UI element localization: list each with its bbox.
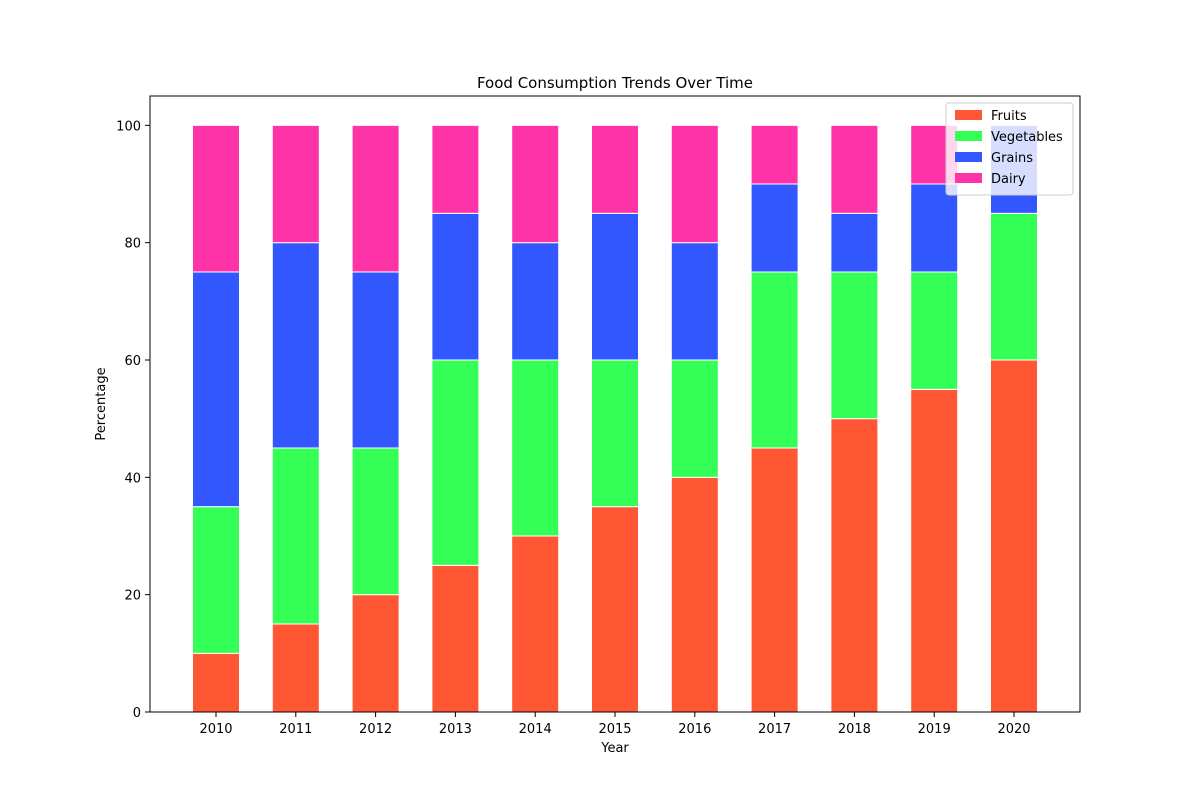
bar-vegetables-2012: [351, 447, 400, 596]
bar-dairy-2013: [431, 124, 480, 214]
bar-fruits-2019: [910, 388, 959, 713]
bar-vegetables-2014: [511, 359, 560, 537]
x-tick-label: 2013: [439, 722, 472, 737]
bar-grains-2017: [750, 183, 799, 273]
y-tick-label: 0: [133, 706, 141, 721]
legend-label-dairy: Dairy: [991, 172, 1026, 187]
x-tick-label: 2018: [838, 722, 871, 737]
bar-dairy-2017: [750, 124, 799, 185]
y-tick-label: 20: [124, 589, 141, 604]
y-axis-label: Percentage: [94, 367, 109, 440]
bar-dairy-2011: [271, 124, 320, 244]
x-axis-label: Year: [600, 741, 629, 756]
bar-fruits-2020: [990, 359, 1038, 713]
bar-dairy-2014: [511, 124, 560, 244]
x-tick-label: 2014: [519, 722, 552, 737]
chart-title: Food Consumption Trends Over Time: [477, 74, 753, 92]
bar-fruits-2014: [511, 535, 560, 713]
x-tick-label: 2017: [758, 722, 791, 737]
bar-fruits-2012: [351, 594, 400, 713]
x-tick-label: 2016: [678, 722, 711, 737]
legend-label-grains: Grains: [991, 151, 1033, 166]
bar-vegetables-2017: [750, 271, 799, 449]
bar-grains-2011: [271, 242, 320, 449]
bar-vegetables-2015: [591, 359, 639, 508]
y-tick-label: 100: [116, 119, 141, 134]
x-tick-label: 2011: [279, 722, 312, 737]
x-tick-label: 2015: [598, 722, 631, 737]
y-tick-label: 60: [124, 354, 141, 369]
bar-fruits-2010: [192, 652, 240, 713]
bar-dairy-2018: [830, 124, 879, 214]
bar-vegetables-2018: [830, 271, 879, 420]
bar-fruits-2013: [431, 564, 480, 713]
bar-grains-2013: [431, 212, 480, 361]
bar-vegetables-2019: [910, 271, 959, 390]
bar-vegetables-2016: [670, 359, 719, 478]
bar-grains-2019: [910, 183, 959, 273]
x-tick-label: 2010: [199, 722, 232, 737]
x-tick-label: 2020: [997, 722, 1030, 737]
y-tick-label: 40: [124, 471, 141, 486]
bar-grains-2016: [670, 242, 719, 361]
bar-dairy-2016: [670, 124, 719, 244]
bars-layer: [192, 124, 1038, 713]
y-tick-label: 80: [124, 237, 141, 252]
bar-grains-2018: [830, 212, 879, 273]
bar-fruits-2018: [830, 418, 879, 713]
bar-vegetables-2010: [192, 506, 240, 654]
bar-vegetables-2020: [990, 212, 1038, 361]
bar-fruits-2016: [670, 476, 719, 713]
bar-grains-2012: [351, 271, 400, 449]
legend-swatch-grains: [955, 152, 982, 162]
legend-label-fruits: Fruits: [991, 109, 1027, 124]
x-tick-label: 2012: [359, 722, 392, 737]
bar-vegetables-2013: [431, 359, 480, 566]
bar-fruits-2015: [591, 506, 639, 713]
legend-swatch-dairy: [955, 173, 982, 183]
legend-swatch-vegetables: [955, 131, 982, 141]
legend-items: Fruits Vegetables Grains Dairy: [955, 109, 1063, 187]
y-axis: 0 20 40 60 80 100: [116, 119, 150, 721]
bar-grains-2010: [192, 271, 240, 508]
bar-vegetables-2011: [271, 447, 320, 625]
bar-dairy-2010: [192, 124, 240, 273]
bar-grains-2014: [511, 242, 560, 361]
x-tick-label: 2019: [918, 722, 951, 737]
bar-dairy-2015: [591, 124, 639, 214]
legend-box: [945, 102, 1074, 196]
bar-fruits-2011: [271, 623, 320, 713]
bar-grains-2015: [591, 212, 639, 361]
legend: Fruits Vegetables Grains Dairy: [945, 102, 1074, 196]
legend-label-vegetables: Vegetables: [991, 130, 1063, 145]
bar-dairy-2012: [351, 124, 400, 273]
bar-fruits-2017: [750, 447, 799, 713]
legend-swatch-fruits: [955, 110, 982, 120]
x-axis: 2010 2011 2012 2013 2014 2015 2016 2017 2018 2019…: [199, 712, 1031, 737]
